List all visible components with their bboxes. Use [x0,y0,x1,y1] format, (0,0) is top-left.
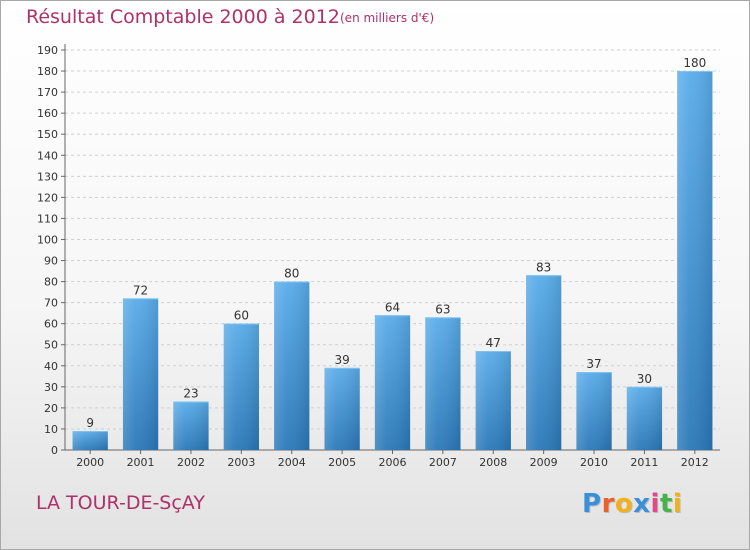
data-label-2003: 60 [234,309,249,323]
bar-shade-2011 [626,386,663,450]
labels: 9 72 23 60 80 39 64 63 47 83 37 30 180 [86,56,706,430]
grid-lines [65,49,720,430]
x-tick-label: 2000 [76,456,104,469]
y-tick-label: 60 [44,318,58,331]
data-label-2001: 72 [133,283,148,297]
bar-shade-2010 [576,372,612,450]
y-tick-label: 10 [44,423,58,436]
x-tick-label: 2011 [630,456,658,469]
x-tick-label: 2009 [530,456,558,469]
bar-shade-2000 [72,431,108,450]
y-tick-label: 50 [44,339,58,352]
y-tick-label: 80 [44,276,58,289]
y-tick-label: 130 [37,170,58,183]
y-tick-label: 20 [44,402,58,415]
x-tick-label: 2006 [379,456,407,469]
bar-shade-2005 [324,367,360,450]
commune-name: LA TOUR-DE-SçAY [36,492,205,514]
x-tick-label: 2001 [127,456,155,469]
y-tick-label: 90 [44,255,58,268]
y-tick-label: 120 [37,191,58,204]
chart-title: Résultat Comptable 2000 à 2012 [26,6,340,28]
data-label-2010: 37 [586,357,601,371]
data-label-2006: 64 [385,300,400,314]
logo-letter: r [601,489,615,519]
logo-letter: x [633,489,651,519]
axes: 0 10 20 30 40 50 60 70 80 90 100 110 120 130 140 150 160… [37,44,720,469]
y-tick-label: 40 [44,360,58,373]
x-tick-label: 2002 [177,456,205,469]
x-tick-label: 2004 [278,456,306,469]
logo-letter: i [672,489,683,519]
bar-shade-2007 [425,317,461,450]
bar-shade-2001 [122,298,159,450]
data-label-2012: 180 [683,56,706,70]
y-tick-label: 150 [37,128,58,141]
y-tick-label: 110 [37,212,58,225]
y-tick-label: 0 [51,444,58,457]
data-label-2002: 23 [183,387,198,401]
data-label-2009: 83 [536,260,551,274]
y-tick-label: 180 [37,65,58,78]
bar-shade-2003 [223,323,259,450]
x-tick-label: 2008 [479,456,507,469]
data-label-2005: 39 [334,353,349,367]
y-tick-label: 190 [37,44,58,57]
y-tick-label: 170 [37,86,58,99]
data-label-2007: 63 [435,302,450,316]
data-label-2008: 47 [486,336,501,350]
data-label-2004: 80 [284,267,299,281]
logo-letter: o [614,489,634,519]
bars [72,71,713,450]
data-label-2000: 9 [86,416,94,430]
bar-shade-2006 [374,315,411,450]
logo-letter: P [582,489,602,519]
proxiti-logo: Proxiti [582,489,682,519]
bar-shade-2009 [526,275,562,450]
bar-shade-2008 [475,351,511,450]
y-tick-label: 30 [44,381,58,394]
x-tick-label: 2010 [580,456,608,469]
logo-letter: t [659,489,673,519]
y-tick-label: 140 [37,149,58,162]
y-tick-label: 160 [37,107,58,120]
y-tick-label: 100 [37,233,58,246]
data-label-2011: 30 [637,372,652,386]
x-tick-label: 2007 [429,456,457,469]
bar-shade-2012 [677,71,713,450]
chart-unit: (en milliers d'€) [340,11,435,25]
bar-shade-2004 [274,281,310,450]
x-tick-label: 2005 [328,456,356,469]
bar-shade-2002 [173,401,209,450]
logo-letter: i [650,489,660,519]
x-tick-label: 2012 [681,456,709,469]
y-tick-label: 70 [44,297,58,310]
x-tick-label: 2003 [227,456,255,469]
